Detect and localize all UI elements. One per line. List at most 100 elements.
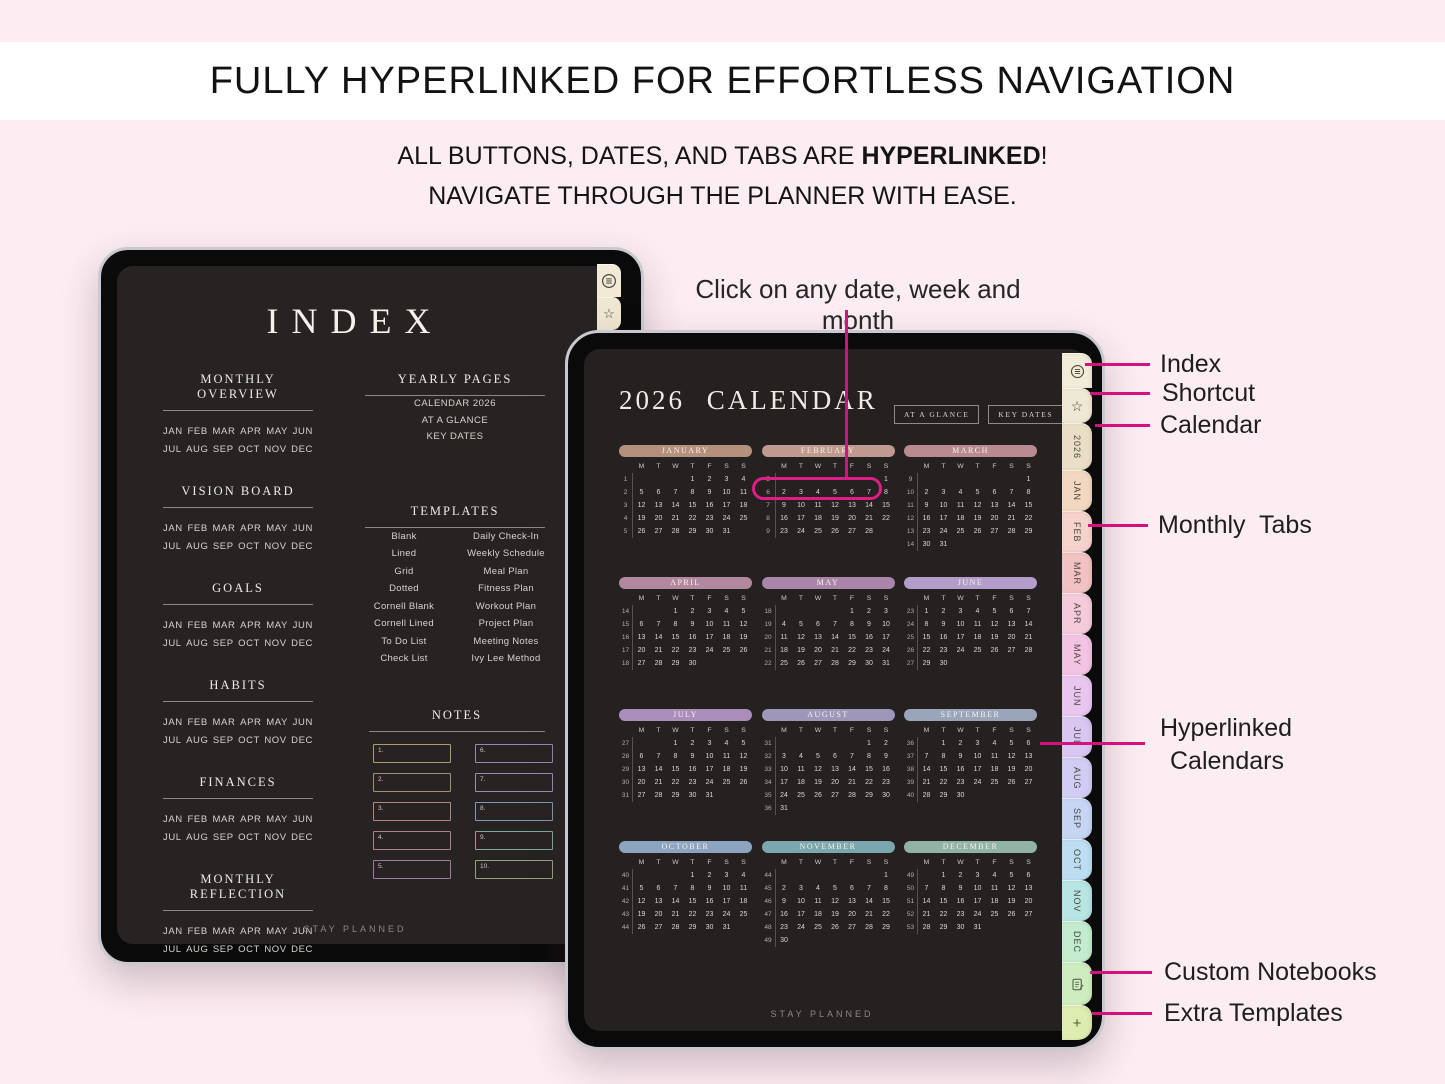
note-slot[interactable]: 7.: [475, 772, 553, 792]
date-link[interactable]: 26: [973, 528, 982, 535]
month-link[interactable]: APR: [240, 620, 262, 631]
date-link[interactable]: 24: [722, 515, 731, 522]
date-link[interactable]: 7: [656, 753, 661, 760]
month-link[interactable]: SEP: [212, 444, 234, 455]
note-slot[interactable]: 1.: [373, 743, 451, 763]
month-header-link[interactable]: AUGUST: [761, 709, 895, 721]
date-link[interactable]: 28: [654, 792, 663, 799]
month-link[interactable]: JAN: [163, 814, 183, 825]
date-link[interactable]: 12: [797, 634, 805, 641]
date-link[interactable]: 31: [705, 792, 714, 799]
template-link[interactable]: Daily Check-In: [473, 530, 539, 542]
date-link[interactable]: 22: [688, 911, 697, 918]
planner-tab[interactable]: NOV: [1062, 880, 1092, 921]
date-link[interactable]: 19: [990, 634, 999, 641]
date-link[interactable]: 27: [654, 924, 663, 931]
date-link[interactable]: 13: [637, 634, 646, 641]
date-link[interactable]: 30: [956, 792, 965, 799]
date-link[interactable]: 12: [637, 502, 646, 509]
date-link[interactable]: [810, 737, 827, 750]
date-link[interactable]: 26: [739, 647, 748, 654]
week-number-link[interactable]: 30: [619, 776, 633, 789]
date-link[interactable]: 6: [833, 753, 837, 760]
date-link[interactable]: 10: [780, 766, 788, 773]
week-number-link[interactable]: 11: [904, 499, 918, 512]
date-link[interactable]: 9: [782, 502, 786, 509]
month-link[interactable]: JUL: [163, 735, 182, 746]
date-link[interactable]: 15: [922, 634, 931, 641]
date-link[interactable]: [827, 605, 844, 618]
date-link[interactable]: 3: [975, 740, 980, 747]
date-link[interactable]: 11: [990, 753, 999, 760]
week-number-link[interactable]: 21: [762, 644, 776, 657]
date-link[interactable]: [1020, 921, 1037, 934]
date-link[interactable]: [844, 869, 861, 882]
planner-tab[interactable]: 2026: [1062, 423, 1092, 470]
week-number-link[interactable]: 40: [619, 869, 633, 882]
date-link[interactable]: [969, 657, 986, 670]
month-link[interactable]: FEB: [187, 926, 208, 937]
date-link[interactable]: 3: [724, 872, 729, 879]
month-link[interactable]: MAY: [266, 426, 288, 437]
date-link[interactable]: 31: [722, 924, 731, 931]
date-link[interactable]: 25: [739, 515, 748, 522]
week-number-link[interactable]: 53: [904, 921, 918, 934]
month-link[interactable]: AUG: [186, 638, 209, 649]
date-link[interactable]: 17: [722, 898, 731, 905]
date-link[interactable]: 8: [884, 489, 888, 496]
date-link[interactable]: 18: [797, 779, 805, 786]
date-link[interactable]: 31: [882, 660, 890, 667]
date-link[interactable]: 25: [722, 647, 731, 654]
date-link[interactable]: 25: [797, 792, 805, 799]
date-link[interactable]: 7: [673, 885, 678, 892]
date-link[interactable]: 2: [707, 476, 712, 483]
date-link[interactable]: 5: [833, 885, 837, 892]
date-link[interactable]: 18: [814, 515, 822, 522]
month-link[interactable]: JUL: [163, 638, 182, 649]
date-link[interactable]: 27: [990, 528, 999, 535]
date-link[interactable]: 22: [848, 647, 856, 654]
week-number-link[interactable]: 51: [904, 895, 918, 908]
date-link[interactable]: 10: [705, 621, 714, 628]
date-link[interactable]: 10: [705, 753, 714, 760]
date-link[interactable]: 22: [671, 647, 680, 654]
date-link[interactable]: 29: [688, 924, 697, 931]
date-link[interactable]: 28: [671, 924, 680, 931]
date-link[interactable]: 16: [780, 911, 788, 918]
date-link[interactable]: 17: [797, 911, 805, 918]
date-link[interactable]: [844, 934, 861, 947]
date-link[interactable]: 14: [922, 898, 931, 905]
date-link[interactable]: 30: [705, 924, 714, 931]
date-link[interactable]: 27: [848, 924, 856, 931]
month-link[interactable]: FEB: [187, 426, 208, 437]
date-link[interactable]: 18: [990, 766, 999, 773]
template-link[interactable]: Blank: [391, 530, 417, 542]
date-link[interactable]: 18: [739, 898, 748, 905]
date-link[interactable]: 14: [654, 634, 663, 641]
date-link[interactable]: 16: [865, 634, 873, 641]
date-link[interactable]: 27: [637, 660, 646, 667]
date-link[interactable]: [861, 802, 878, 815]
date-link[interactable]: 29: [671, 660, 680, 667]
date-link[interactable]: [810, 605, 827, 618]
month-link[interactable]: MAR: [212, 620, 236, 631]
date-link[interactable]: 16: [956, 766, 965, 773]
planner-tab[interactable]: SEP: [1062, 798, 1092, 839]
date-link[interactable]: 7: [833, 621, 837, 628]
week-number-link[interactable]: 32: [762, 750, 776, 763]
month-link[interactable]: JUL: [163, 832, 182, 843]
date-link[interactable]: 27: [831, 792, 839, 799]
date-link[interactable]: 2: [690, 740, 695, 747]
date-link[interactable]: 1: [924, 608, 929, 615]
date-link[interactable]: 2: [958, 872, 963, 879]
date-link[interactable]: 19: [739, 634, 748, 641]
week-number-link[interactable]: 36: [762, 802, 776, 815]
month-link[interactable]: FEB: [187, 814, 208, 825]
date-link[interactable]: 3: [724, 476, 729, 483]
month-link[interactable]: FEB: [187, 620, 208, 631]
template-link[interactable]: Cornell Blank: [373, 600, 435, 612]
date-link[interactable]: 30: [705, 528, 714, 535]
date-link[interactable]: [667, 473, 684, 486]
date-link[interactable]: 27: [1007, 647, 1016, 654]
date-link[interactable]: 26: [797, 660, 805, 667]
